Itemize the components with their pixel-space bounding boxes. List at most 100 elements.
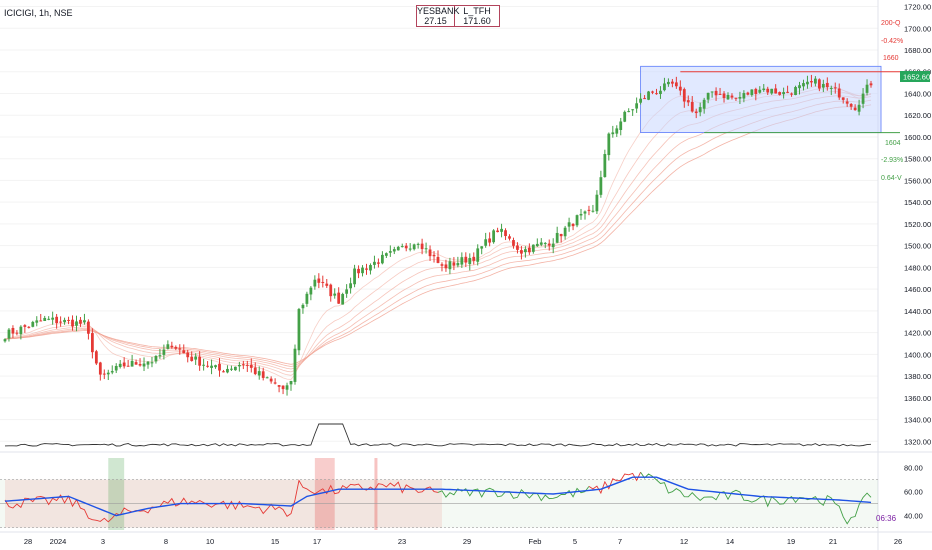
candle-body [722, 93, 726, 99]
candle-body [257, 371, 261, 376]
candle-body [754, 88, 758, 94]
candle-body [178, 348, 182, 350]
candle-body [35, 320, 39, 323]
candle-body [802, 83, 805, 87]
candle-body [524, 249, 527, 253]
candle-body [27, 326, 31, 328]
time-axis[interactable]: 28 2024 3 8 10 15 17 23 29 Feb 5 7 12 14 19 21 26 [24, 537, 902, 546]
candle-body [726, 94, 730, 100]
candle-body [706, 92, 710, 100]
candle-body [841, 97, 845, 100]
candle-body [87, 321, 90, 334]
candle-body [667, 81, 670, 85]
candle-body [563, 227, 567, 237]
price-tick-label: 1360.00 [904, 394, 931, 403]
candle-body [114, 365, 118, 371]
candle-body [373, 261, 376, 265]
candle-body [416, 243, 420, 245]
candle-body [424, 248, 428, 250]
candle-body [396, 246, 400, 251]
price-tick-label: 1720.00 [904, 3, 931, 12]
candle-body [102, 373, 106, 375]
candle-body [15, 332, 19, 334]
candle-body [468, 257, 472, 265]
candle-body [47, 318, 51, 320]
price-tick-label: 1700.00 [904, 24, 931, 33]
target-down-label: 0.64-V [881, 175, 902, 182]
candle-body [392, 249, 396, 252]
candle-body [106, 372, 110, 375]
candle-body [313, 279, 317, 287]
range-box [640, 65, 882, 134]
candle-body [659, 90, 662, 95]
candle-body [531, 244, 535, 252]
candle-body [341, 294, 345, 305]
target-down-pct: -2.93% [881, 157, 903, 164]
time-tick-label: 28 [24, 537, 32, 546]
candle-body [301, 304, 305, 309]
candle-body [766, 88, 770, 93]
candle-body [508, 236, 511, 239]
candle-body [420, 243, 424, 250]
candle-body [488, 238, 492, 243]
candle-body [627, 111, 631, 113]
candle-body [631, 109, 635, 111]
candle-body [214, 365, 217, 368]
candle-body [146, 361, 150, 365]
candle-body [122, 362, 126, 367]
candle-body [829, 87, 833, 89]
candle-body [599, 177, 603, 195]
candle-body [63, 319, 66, 323]
compare-value: 27.15 [417, 16, 455, 26]
candle-body [39, 320, 43, 322]
candle-body [206, 365, 209, 367]
time-tick-label: 17 [313, 537, 321, 546]
box-top-label: 1660 [883, 55, 899, 62]
rsi-axis[interactable]: 80.00 60.00 40.00 [904, 464, 923, 521]
candle-body [663, 83, 666, 91]
candle-body [79, 319, 82, 324]
price-tick-label: 1340.00 [904, 416, 931, 425]
candle-body [817, 79, 821, 89]
candle-body [718, 93, 722, 95]
candle-body [194, 356, 198, 360]
price-tick-label: 1420.00 [904, 329, 931, 338]
price-axis[interactable]: 1720.001700.001680.001660.001640.001620.… [904, 3, 931, 447]
candle-body [551, 243, 555, 248]
time-tick-label: 7 [618, 537, 622, 546]
candle-body [786, 91, 789, 93]
time-tick-label: 23 [398, 537, 406, 546]
price-tick-label: 1580.00 [904, 155, 931, 164]
candle-body [714, 90, 718, 96]
candle-body [241, 364, 245, 366]
candle-body [869, 83, 873, 86]
time-tick-label: 5 [573, 537, 577, 546]
candle-body [130, 360, 134, 367]
candle-body [500, 228, 503, 232]
candle-body [440, 264, 444, 266]
candle-body [615, 128, 619, 134]
candle-body [380, 254, 384, 264]
target-up-label: 200-Q [881, 20, 901, 27]
candle-body [377, 262, 380, 264]
rsi-line [588, 472, 642, 495]
candle-body [543, 242, 547, 244]
candle-body [43, 317, 47, 321]
candle-body [539, 242, 543, 245]
candle-body [635, 103, 639, 109]
candle-body [237, 364, 241, 367]
candle-body [611, 132, 615, 135]
candle-body [480, 246, 484, 249]
candle-body [857, 104, 861, 112]
price-tick-label: 1320.00 [904, 437, 931, 446]
candle-body [265, 377, 269, 379]
rsi-lower-band [0, 503, 878, 528]
candle-body [182, 350, 186, 354]
candle-body [210, 365, 213, 368]
compare-value: 171.60 [463, 16, 491, 26]
time-tick-label: 10 [206, 537, 214, 546]
candle-body [158, 355, 162, 357]
candle-body [595, 194, 599, 212]
symbol-title[interactable]: ICICIGI, 1h, NSE [4, 8, 73, 18]
